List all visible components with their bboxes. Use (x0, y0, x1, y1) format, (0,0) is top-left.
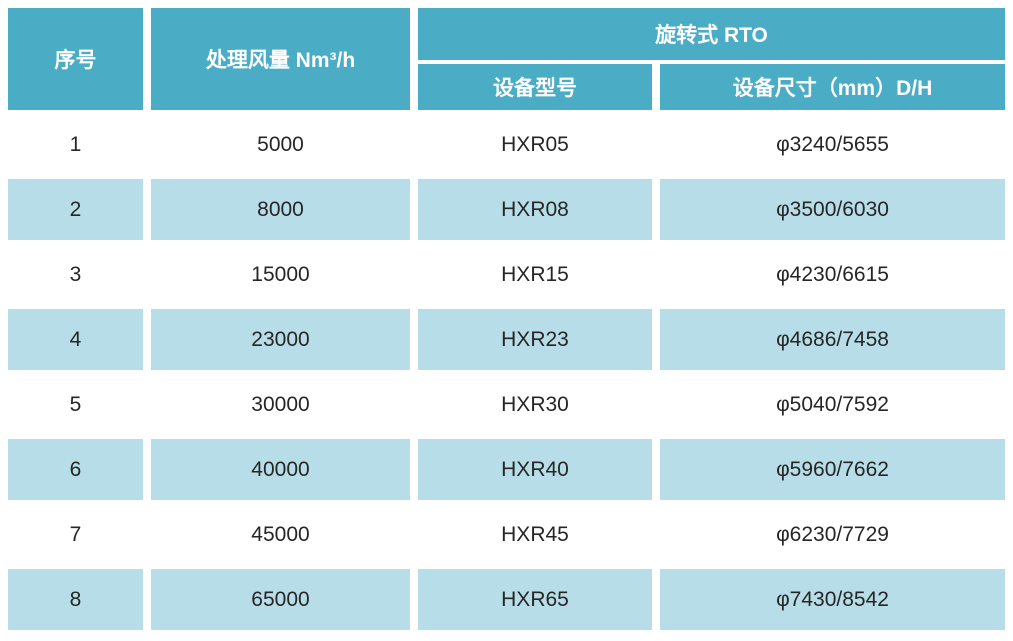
cell-model: HXR15 (418, 244, 652, 305)
cell-size: φ3240/5655 (660, 114, 1006, 175)
cell-airflow: 5000 (151, 114, 410, 175)
cell-model: HXR23 (418, 309, 652, 370)
header-size: 设备尺寸（mm）D/H (660, 64, 1006, 110)
header-airflow: 处理风量 Nm³/h (151, 8, 410, 110)
cell-airflow: 8000 (151, 179, 410, 240)
cell-size: φ4686/7458 (660, 309, 1006, 370)
cell-seq: 2 (8, 179, 143, 240)
table-row: 8 65000 HXR65 φ7430/8542 (8, 569, 1006, 630)
cell-airflow: 15000 (151, 244, 410, 305)
table-row: 1 5000 HXR05 φ3240/5655 (8, 114, 1006, 175)
table-row: 5 30000 HXR30 φ5040/7592 (8, 374, 1006, 435)
table-body: 1 5000 HXR05 φ3240/5655 2 8000 HXR08 φ35… (8, 114, 1006, 630)
rto-spec-table: 序号 处理风量 Nm³/h 旋转式 RTO 设备型号 设备尺寸（mm）D/H 1… (0, 4, 1013, 634)
cell-airflow: 40000 (151, 439, 410, 500)
cell-model: HXR30 (418, 374, 652, 435)
cell-model: HXR05 (418, 114, 652, 175)
table-row: 4 23000 HXR23 φ4686/7458 (8, 309, 1006, 370)
cell-size: φ3500/6030 (660, 179, 1006, 240)
cell-seq: 1 (8, 114, 143, 175)
cell-airflow: 65000 (151, 569, 410, 630)
cell-airflow: 23000 (151, 309, 410, 370)
cell-model: HXR08 (418, 179, 652, 240)
table-row: 2 8000 HXR08 φ3500/6030 (8, 179, 1006, 240)
table-row: 7 45000 HXR45 φ6230/7729 (8, 504, 1006, 565)
cell-airflow: 30000 (151, 374, 410, 435)
cell-airflow: 45000 (151, 504, 410, 565)
cell-model: HXR40 (418, 439, 652, 500)
header-row-top: 序号 处理风量 Nm³/h 旋转式 RTO (8, 8, 1006, 110)
table-row: 6 40000 HXR40 φ5960/7662 (8, 439, 1006, 500)
cell-size: φ7430/8542 (660, 569, 1006, 630)
cell-seq: 5 (8, 374, 143, 435)
header-model: 设备型号 (418, 64, 652, 110)
cell-seq: 7 (8, 504, 143, 565)
cell-seq: 3 (8, 244, 143, 305)
cell-size: φ6230/7729 (660, 504, 1006, 565)
cell-seq: 6 (8, 439, 143, 500)
cell-size: φ4230/6615 (660, 244, 1006, 305)
header-seq: 序号 (8, 8, 143, 110)
cell-seq: 8 (8, 569, 143, 630)
cell-size: φ5040/7592 (660, 374, 1006, 435)
header-group-rto: 旋转式 RTO (418, 8, 1006, 60)
table-header: 序号 处理风量 Nm³/h 旋转式 RTO 设备型号 设备尺寸（mm）D/H (8, 8, 1006, 110)
cell-model: HXR45 (418, 504, 652, 565)
cell-size: φ5960/7662 (660, 439, 1006, 500)
header-row-sub: 设备型号 设备尺寸（mm）D/H (8, 64, 1006, 110)
cell-model: HXR65 (418, 569, 652, 630)
table-row: 3 15000 HXR15 φ4230/6615 (8, 244, 1006, 305)
cell-seq: 4 (8, 309, 143, 370)
